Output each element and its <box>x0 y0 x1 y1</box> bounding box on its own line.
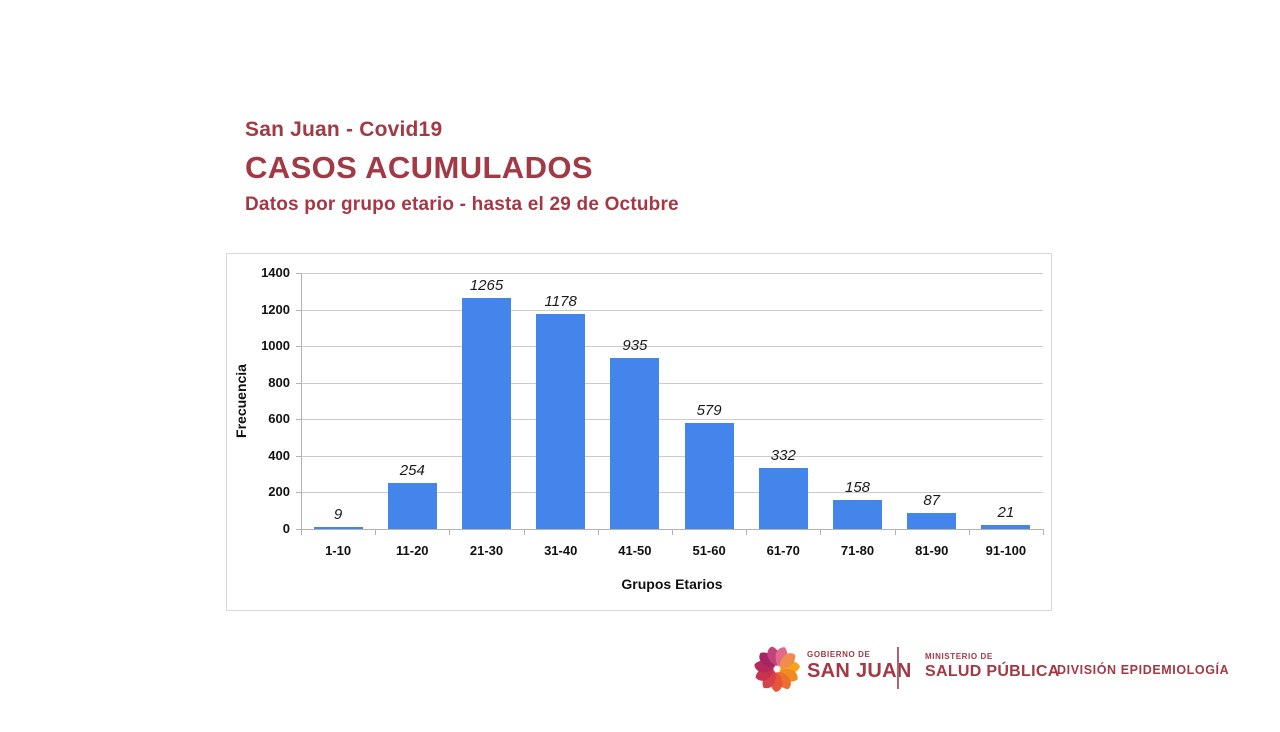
x-axis-tick <box>672 529 673 535</box>
government-label-small: GOBIERNO DE <box>807 650 871 659</box>
y-axis-tick <box>296 309 301 311</box>
y-axis-tick <box>296 273 301 274</box>
y-tick-label: 800 <box>268 374 290 390</box>
bar-61-70 <box>758 468 808 529</box>
gridline <box>301 492 1043 494</box>
ministry-label-small: MINISTERIO DE <box>925 652 993 661</box>
bar-81-90 <box>907 513 957 529</box>
y-tick-label: 1000 <box>261 338 290 354</box>
y-axis-tick <box>296 529 301 530</box>
x-tick-label: 41-50 <box>618 543 652 558</box>
bar-21-30 <box>462 297 511 529</box>
x-axis-tick <box>820 529 822 535</box>
bar-value-label: 21 <box>997 504 1015 522</box>
bar-value-label: 1265 <box>469 276 504 294</box>
swirl-petal <box>779 653 796 669</box>
y-tick-label: 1200 <box>261 301 290 317</box>
bar-value-label: 579 <box>696 402 722 420</box>
x-axis-tick <box>375 529 377 535</box>
y-axis-tick <box>296 492 301 494</box>
x-axis-tick <box>301 529 302 535</box>
government-label-big: SAN JUAN <box>807 660 912 682</box>
y-tick-label: 200 <box>268 484 290 500</box>
bar-value-label: 87 <box>923 492 941 510</box>
bar-value-label: 254 <box>399 461 425 479</box>
y-tick-label: 1400 <box>261 265 290 280</box>
footer-divider <box>897 647 899 689</box>
x-axis-tick <box>597 529 599 535</box>
bar-value-label: 158 <box>844 479 871 497</box>
y-tick-label: 600 <box>268 411 290 427</box>
x-tick-label: 71-80 <box>840 543 875 558</box>
bar-51-60 <box>684 423 734 529</box>
x-axis-title: Grupos Etarios <box>621 576 723 592</box>
y-axis-tick <box>296 455 301 457</box>
bar-41-50 <box>610 358 660 529</box>
bar-value-label: 1178 <box>544 292 577 310</box>
ministry-logo-text: MINISTERIO DE SALUD PÚBLICA <box>925 652 1060 681</box>
x-axis-tick <box>1043 529 1044 535</box>
x-axis-tick <box>746 529 748 535</box>
division-label: DIVISIÓN EPIDEMIOLOGÍA <box>1057 663 1230 677</box>
x-tick-label: 81-90 <box>915 543 949 558</box>
x-tick-label: 61-70 <box>766 543 800 558</box>
x-tick-label: 31-40 <box>544 543 578 558</box>
x-tick-label: 21-30 <box>469 543 504 558</box>
x-axis-tick <box>523 529 525 535</box>
bar-value-label: 935 <box>622 337 648 355</box>
bar-71-80 <box>833 500 882 529</box>
gridline <box>301 309 1043 311</box>
bar-91-100 <box>981 525 1031 529</box>
bar-31-40 <box>536 313 586 529</box>
bar-value-label: 332 <box>770 447 796 465</box>
bar-chart: Frecuencia Grupos Etarios 0 200 400 600 800 1… <box>226 253 1052 611</box>
gridline <box>301 346 1043 348</box>
x-tick-label: 11-20 <box>396 543 429 558</box>
gridline <box>301 382 1043 384</box>
bar-value-label: 9 <box>333 506 343 523</box>
slide-subtitle-bottom: Datos por grupo etario - hasta el 29 de … <box>245 194 679 215</box>
swirl-icon <box>754 646 800 693</box>
y-axis-tick <box>296 346 301 348</box>
x-tick-label: 91-100 <box>985 543 1027 558</box>
gridline <box>301 273 1043 274</box>
y-tick-label: 400 <box>268 447 290 463</box>
bar-1-10 <box>313 527 363 529</box>
government-logo-text: GOBIERNO DE SAN JUAN <box>807 650 912 683</box>
x-axis-tick <box>449 529 451 535</box>
gridline <box>301 419 1043 421</box>
y-axis-tick <box>296 382 301 384</box>
x-tick-label: 1-10 <box>325 543 352 558</box>
bar-11-20 <box>387 482 437 529</box>
y-axis-line <box>301 273 302 529</box>
x-axis-tick <box>894 529 896 535</box>
ministry-label-big: SALUD PÚBLICA <box>925 663 1060 680</box>
x-axis-tick <box>968 529 970 535</box>
x-tick-label: 51-60 <box>692 543 726 558</box>
gridline <box>301 455 1043 457</box>
y-tick-label: 0 <box>282 521 290 536</box>
y-axis-tick <box>296 419 301 421</box>
slide-title: CASOS ACUMULADOS <box>245 150 593 185</box>
slide-subtitle-top: San Juan - Covid19 <box>245 118 443 141</box>
